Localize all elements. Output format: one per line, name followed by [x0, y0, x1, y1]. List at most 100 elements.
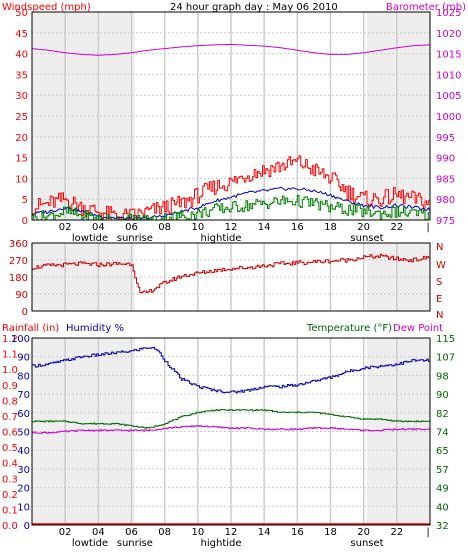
wind-panel-series	[31, 43, 431, 221]
rainfall-tick: 1.2	[2, 334, 18, 345]
temperature-tick: 90	[436, 390, 449, 401]
night-shade-morning	[32, 12, 135, 220]
event-label-hightide: hightide	[201, 538, 242, 549]
compass-tick: N	[436, 242, 443, 253]
humidity-tick: 30	[17, 465, 30, 476]
temperature-line	[32, 409, 431, 429]
x-tick-label: 16	[291, 222, 304, 233]
x-tick-label: 12	[225, 222, 238, 233]
rainfall-tick: 1.0	[2, 365, 18, 376]
direction-degree-tick: 360	[9, 239, 28, 250]
event-label-hightide: hightide	[201, 233, 242, 244]
x-tick-label: 12	[225, 527, 238, 538]
x-tick-label: 14	[258, 222, 271, 233]
rainfall-tick: 0.9	[2, 381, 18, 392]
windspeed-line	[32, 155, 431, 221]
barometer-tick: 985	[436, 174, 455, 185]
event-label-lowtide: lowtide	[72, 233, 108, 244]
barometer-tick: 990	[436, 154, 455, 165]
rainfall-tick: 0.4	[2, 459, 18, 470]
barometer-line	[31, 43, 430, 56]
x-tick-label: 14	[258, 527, 271, 538]
windspeed-axis-label: Windspeed (mph)	[2, 2, 91, 13]
event-label-sunset: sunset	[350, 538, 383, 549]
barometer-tick: 1020	[436, 29, 461, 40]
direction-degree-tick: 180	[9, 273, 28, 284]
rainfall-tick: 0.6	[2, 428, 18, 439]
barometer-tick: 1010	[436, 70, 461, 81]
night-shade-morning	[32, 338, 135, 525]
compass-tick: S	[436, 277, 442, 288]
rainfall-tick: 0.8	[2, 396, 18, 407]
rainfall-axis-label: Rainfall (in)	[2, 323, 59, 334]
humidity-tick: 10	[17, 502, 30, 513]
x-tick-label: 06	[125, 222, 138, 233]
night-shade-morning	[32, 243, 135, 311]
chart-title: 24 hour graph day : May 06 2010	[170, 2, 338, 13]
x-tick-label: 06	[125, 527, 138, 538]
wind-panel-frame	[31, 11, 431, 221]
wind-panel-ticks: 0510152025303540455097598098599099510001…	[15, 8, 461, 244]
x-tick-label: 20	[357, 222, 370, 233]
x-tick-label: 22	[390, 222, 403, 233]
temperature-tick: 40	[436, 502, 449, 513]
windspeed-tick: 50	[15, 8, 28, 19]
temperature-tick: 98	[436, 371, 449, 382]
temperature-axis-label: Temperature (°F)	[306, 323, 392, 334]
direction-panel-background	[32, 243, 430, 311]
dewpoint-axis-label: Dew Point	[393, 323, 443, 334]
rainfall-tick: 0.7	[2, 412, 18, 423]
barometer-tick: 1025	[436, 8, 461, 19]
barometer-axis-label: Barometer (mb)	[386, 2, 466, 13]
windspeed-tick: 0	[22, 216, 28, 227]
x-tick-label: 18	[324, 222, 337, 233]
humidity-tick: 60	[17, 409, 30, 420]
humidity-tick: 0	[24, 521, 30, 532]
windspeed-tick: 35	[15, 70, 28, 81]
temperature-tick: 74	[436, 428, 449, 439]
humidity-tick: 80	[17, 371, 30, 382]
temperature-tick: 57	[436, 465, 449, 476]
event-label-sunset: sunset	[350, 233, 383, 244]
barometer-tick: 980	[436, 195, 455, 206]
rainfall-tick: 0.2	[2, 490, 18, 501]
windspeed-tick: 5	[22, 195, 28, 206]
humidity-tick: 50	[17, 428, 30, 439]
direction-degree-tick: 270	[9, 256, 28, 267]
temperature-tick: 115	[436, 334, 455, 345]
rainfall-tick: 0.1	[2, 505, 18, 516]
direction-panel-frame	[31, 242, 431, 312]
dewpoint-line	[32, 425, 431, 434]
x-tick-label: 08	[158, 222, 171, 233]
windspeed-tick: 20	[15, 133, 28, 144]
barometer-tick: 975	[436, 216, 455, 227]
windspeed-tick: 40	[15, 50, 28, 61]
x-tick-label: 10	[191, 222, 204, 233]
wind-direction-line	[32, 253, 431, 294]
rainfall-tick: 1.1	[2, 350, 18, 361]
barometer-tick: 1015	[436, 50, 461, 61]
x-tick-end: |	[426, 527, 429, 538]
direction-degree-tick: 0	[22, 307, 28, 318]
rainfall-tick: 0.0	[2, 521, 18, 532]
humidity-axis-label: Humidity %	[66, 323, 124, 334]
x-tick-label: 16	[291, 527, 304, 538]
x-tick-label: 20	[357, 527, 370, 538]
temperature-tick: 32	[436, 521, 449, 532]
humidity-tick: 20	[17, 484, 30, 495]
x-tick-label: 22	[390, 527, 403, 538]
climate-panel-ticks: 0.0 0.1 0.2 0.3 0.4 0.5 0.6 0.7 0.8 0.9 1.0 1.1 1.2 0…	[2, 334, 455, 549]
x-tick-label: 02	[59, 527, 72, 538]
barometer-tick: 1000	[436, 112, 461, 123]
humidity-tick: 40	[17, 446, 30, 457]
climate-panel-frame	[31, 337, 431, 526]
x-tick-label: 04	[92, 222, 105, 233]
temperature-tick: 107	[436, 353, 455, 364]
rainfall-tick: 0.5	[2, 443, 18, 454]
windspeed-tick: 25	[15, 112, 28, 123]
windspeed-tick: 15	[15, 154, 28, 165]
x-tick-label: 02	[59, 222, 72, 233]
x-tick-label: 18	[324, 527, 337, 538]
